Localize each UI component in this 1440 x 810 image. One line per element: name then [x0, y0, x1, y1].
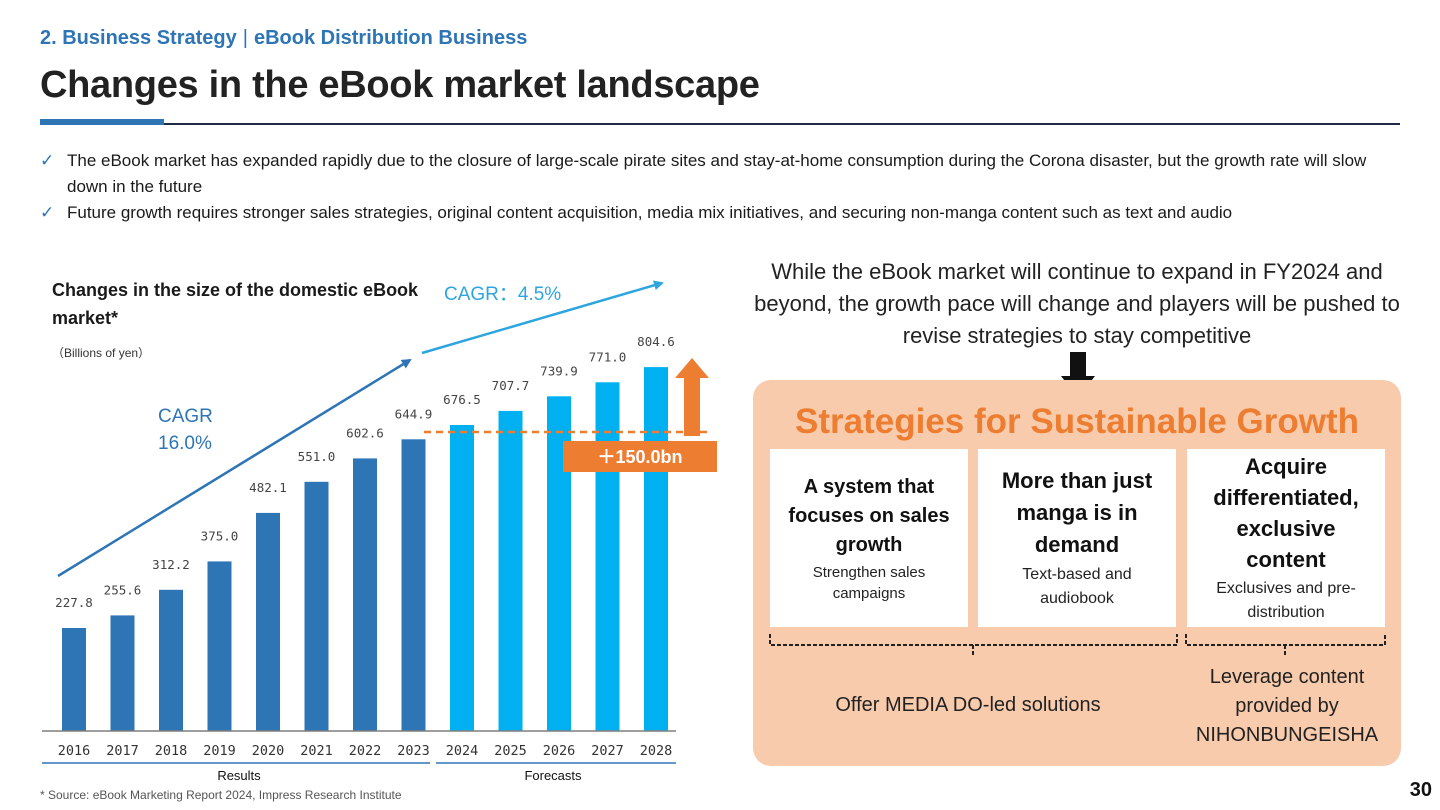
bracket-media-do	[769, 634, 1178, 656]
check-icon: ✓	[40, 151, 55, 170]
x-tick-label: 2019	[203, 743, 236, 759]
page-number: 30	[1409, 779, 1432, 801]
bars-layer: 227.8 2016 255.6 2017 312.2 2018 375.0 2019 482.…	[55, 334, 675, 759]
x-tick-label: 2028	[640, 743, 673, 759]
cagr-forecast-label: CAGR：4.5%	[444, 284, 561, 305]
bar-2025	[498, 410, 523, 731]
card-heading: A system that focuses on sales growth	[788, 475, 950, 556]
bar-2022	[353, 458, 377, 731]
bar-value-label: 482.1	[249, 480, 287, 495]
chart-title: Changes in the size of the domestic eBoo…	[52, 280, 419, 328]
x-tick-label: 2023	[397, 743, 430, 759]
strategy-title: Strategies for Sustainable Growth	[795, 402, 1359, 441]
key-point: ✓ Future growth requires stronger sales …	[40, 200, 1385, 226]
bar-value-label: 255.6	[104, 582, 142, 597]
page-title: Changes in the eBook market landscape	[40, 64, 760, 106]
card-heading: More than just manga is in demand	[1001, 468, 1153, 557]
x-tick-label: 2020	[252, 743, 285, 759]
key-point-text: Future growth requires stronger sales st…	[67, 203, 1233, 222]
increase-badge	[563, 441, 717, 472]
strategy-card-exclusive-content: Acquire differentiated, exclusive conten…	[1187, 449, 1385, 627]
source-footnote: * Source: eBook Marketing Report 2024, I…	[40, 788, 402, 802]
key-point-text: The eBook market has expanded rapidly du…	[67, 151, 1367, 196]
subsection-label: eBook Distribution Business	[253, 27, 528, 49]
card-subtext: Text-based and audiobook	[1022, 566, 1132, 607]
x-tick-label: 2017	[106, 743, 139, 759]
x-tick-label: 2024	[446, 743, 479, 759]
bar-2018	[159, 589, 183, 731]
forecasts-group-label: Forecasts	[524, 768, 582, 783]
key-point: ✓ The eBook market has expanded rapidly …	[40, 148, 1385, 200]
x-tick-label: 2026	[543, 743, 576, 759]
bar-2024	[450, 425, 474, 731]
bar-2028	[644, 367, 668, 731]
x-tick-label: 2021	[300, 743, 333, 759]
cagr-forecast-arrow	[421, 280, 664, 355]
bar-2020	[256, 512, 280, 731]
breadcrumb-separator: |	[242, 27, 248, 49]
strategy-card-sales-growth: A system that focuses on sales growth St…	[770, 449, 968, 627]
bar-2017	[110, 615, 135, 731]
bar-value-label: 551.0	[298, 449, 336, 464]
bar-2016	[62, 628, 86, 731]
title-divider	[40, 123, 1400, 125]
x-tick-label: 2022	[349, 743, 382, 759]
grouping-brackets	[769, 634, 1386, 656]
strategy-intro-text: While the eBook market will continue to …	[754, 259, 1400, 348]
bar-value-label: 804.6	[637, 334, 675, 349]
x-tick-label: 2016	[58, 743, 91, 759]
bar-value-label: 707.7	[492, 378, 530, 393]
x-tick-label: 2025	[494, 743, 527, 759]
section-breadcrumb: 2. Business Strategy | eBook Distribution …	[40, 27, 527, 50]
bar-value-label: 739.9	[540, 363, 578, 378]
chart-unit-label: （Billions of yen）	[52, 346, 151, 360]
bar-value-label: 312.2	[152, 557, 190, 572]
bracket-nihonbungeisha	[1185, 634, 1386, 656]
cagr-results-label: CAGR	[158, 406, 213, 427]
section-label: 2. Business Strategy	[40, 27, 237, 49]
offer-media-do-text: Offer MEDIA DO-led solutions	[835, 694, 1101, 716]
x-tick-label: 2018	[155, 743, 188, 759]
card-heading: Acquire differentiated, exclusive conten…	[1213, 454, 1359, 572]
leverage-content-text: Leverage content provided by NIHONBUNGEI…	[1195, 666, 1379, 746]
key-points-list: ✓ The eBook market has expanded rapidly …	[40, 148, 1385, 226]
increase-value: ＋150.0bn	[597, 447, 682, 467]
x-tick-label: 2027	[591, 743, 624, 759]
bar-2027	[595, 382, 620, 731]
title-divider-accent	[40, 119, 164, 125]
bar-value-label: 227.8	[55, 595, 93, 610]
results-group-label: Results	[217, 768, 261, 783]
bar-2019	[207, 561, 232, 731]
cagr-results-value: 16.0%	[158, 433, 212, 454]
market-size-chart: 227.8 2016 255.6 2017 312.2 2018 375.0 2019 482.…	[42, 280, 717, 783]
bar-value-label: 676.5	[443, 392, 481, 407]
bar-value-label: 644.9	[395, 406, 433, 421]
card-subtext: Exclusives and pre-distribution	[1216, 580, 1356, 621]
bar-value-label: 602.6	[346, 425, 384, 440]
cagr-results-arrow	[57, 358, 412, 578]
bar-value-label: 375.0	[201, 528, 239, 543]
bar-2023	[401, 439, 426, 731]
bar-2021	[304, 481, 329, 731]
bar-value-label: 771.0	[589, 349, 627, 364]
card-subtext: Strengthen sales campaigns	[812, 563, 926, 602]
strategy-card-beyond-manga: More than just manga is in demand Text-b…	[978, 449, 1176, 627]
increase-arrow-icon	[675, 358, 709, 436]
check-icon: ✓	[40, 203, 55, 222]
